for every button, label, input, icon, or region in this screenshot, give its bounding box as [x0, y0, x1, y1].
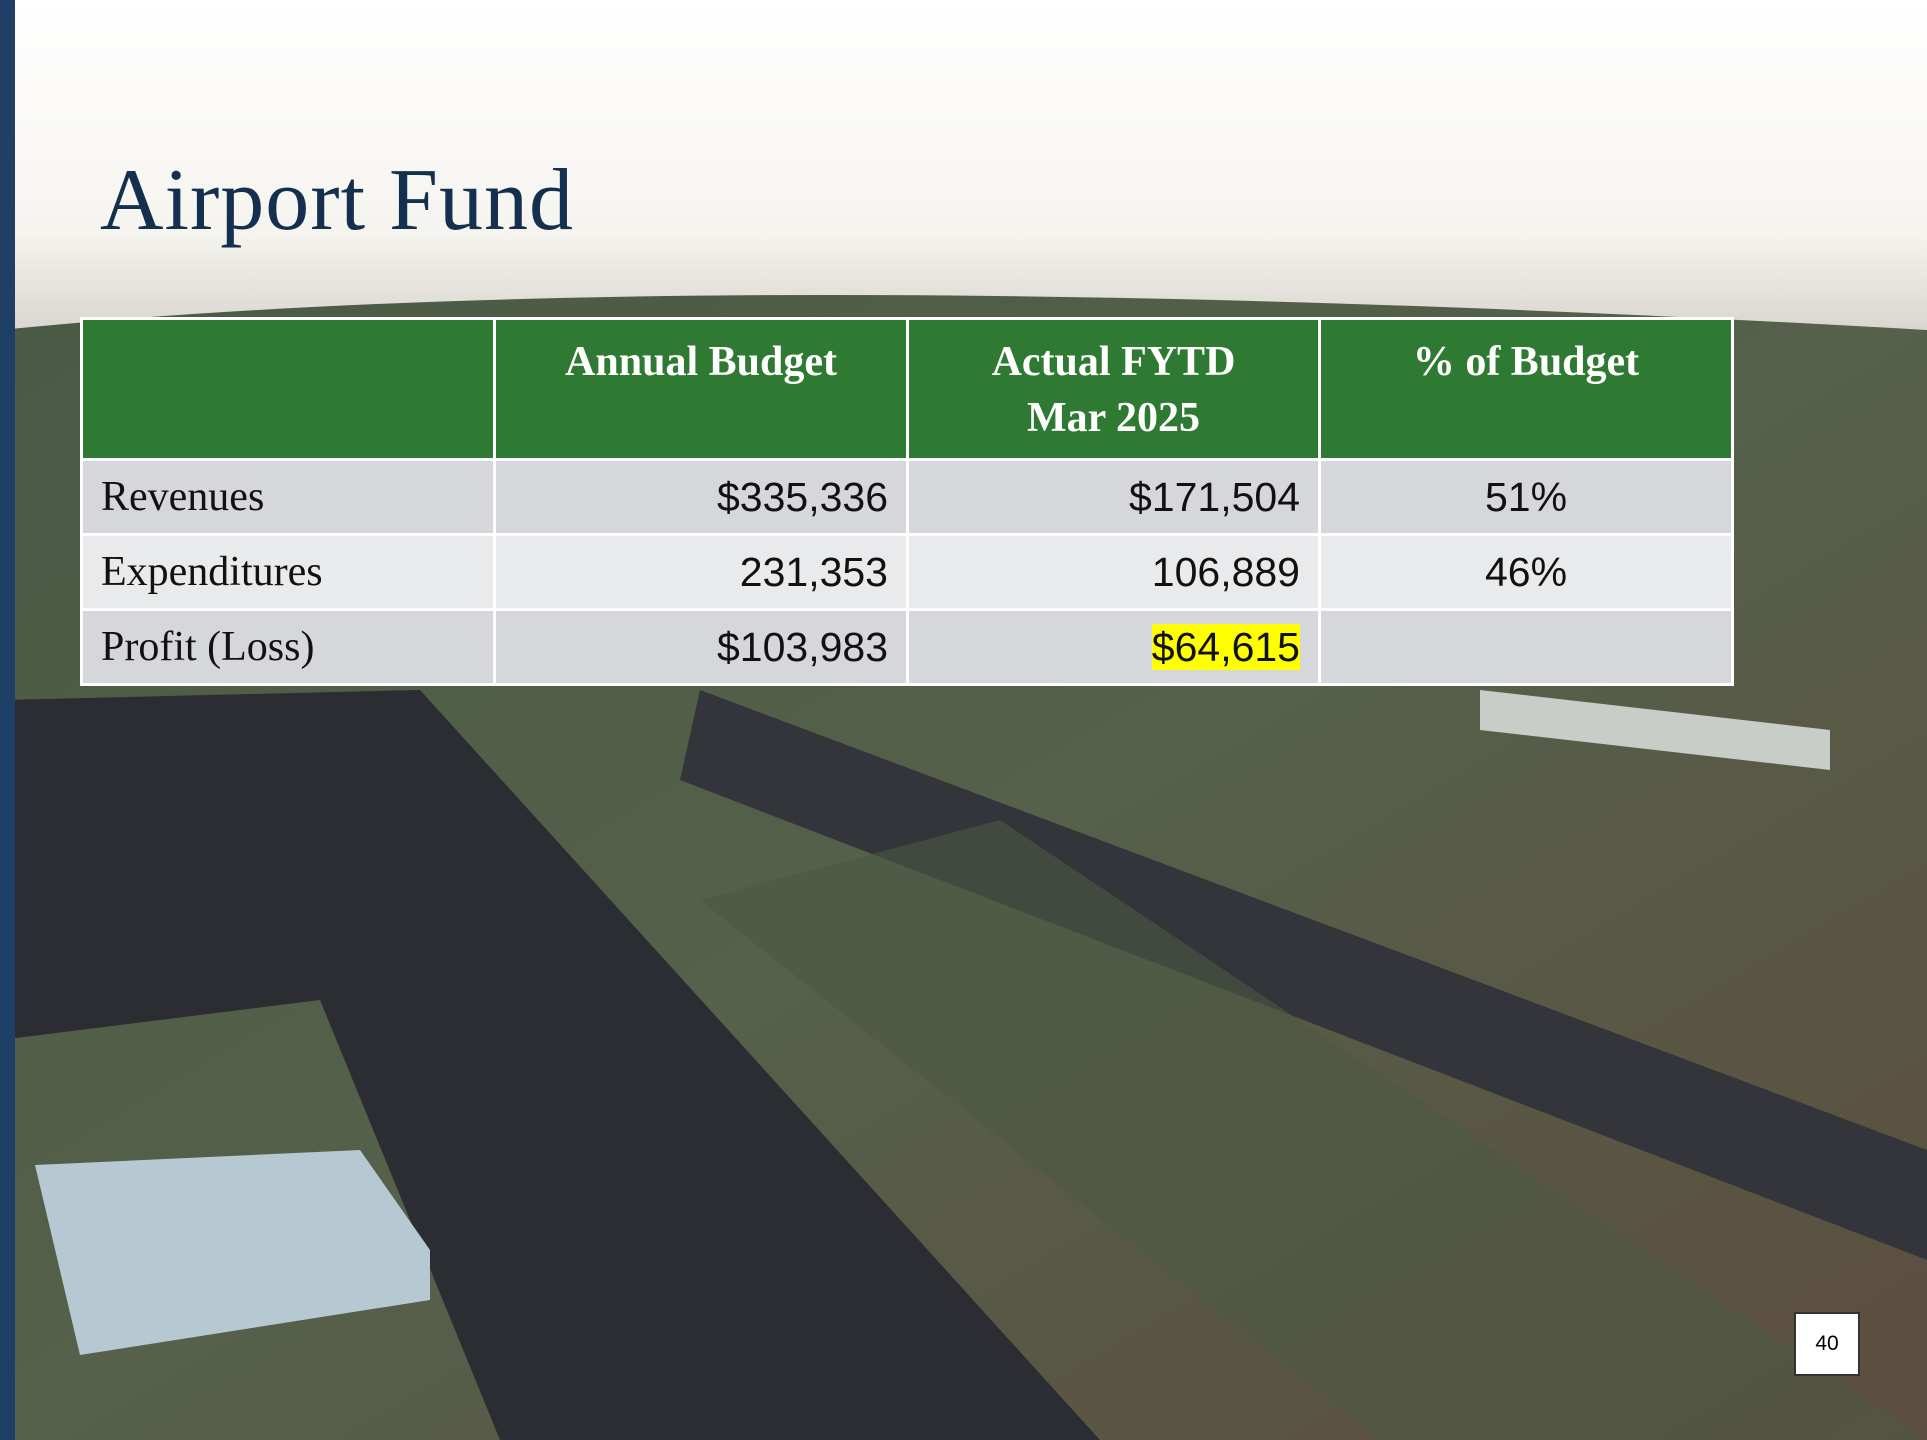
row-label: Profit (Loss): [101, 624, 315, 670]
table-cell: $335,336: [495, 460, 908, 535]
cell-value: $64,615: [1152, 624, 1300, 670]
slide-title: Airport Fund: [100, 150, 574, 251]
header-line: Annual Budget: [514, 334, 888, 390]
row-label: Revenues: [101, 474, 264, 520]
cell-value: 51%: [1485, 474, 1567, 520]
cell-value: $103,983: [717, 624, 888, 670]
table-cell: 231,353: [495, 535, 908, 610]
row-label: Expenditures: [101, 549, 323, 595]
header-cell: % of Budget: [1320, 319, 1733, 460]
table-cell: $171,504: [908, 460, 1320, 535]
table-row: Expenditures 231,353 106,889 46%: [82, 535, 1733, 610]
header-cell: Annual Budget: [495, 319, 908, 460]
table-row: Revenues $335,336 $171,504 51%: [82, 460, 1733, 535]
cell-value: $335,336: [717, 474, 888, 520]
table-row: Profit (Loss) $103,983 $64,615: [82, 610, 1733, 685]
table-cell: Profit (Loss): [82, 610, 495, 685]
table-cell: [1320, 610, 1733, 685]
cell-value: 106,889: [1152, 549, 1300, 595]
table-cell: Revenues: [82, 460, 495, 535]
cell-value: $171,504: [1129, 474, 1300, 520]
table-cell: 51%: [1320, 460, 1733, 535]
table-cell: 46%: [1320, 535, 1733, 610]
cell-value: 231,353: [740, 549, 888, 595]
header-line: % of Budget: [1339, 334, 1713, 390]
header-cell: [82, 319, 495, 460]
table-cell: $64,615: [908, 610, 1320, 685]
table-cell: $103,983: [495, 610, 908, 685]
cell-value: 46%: [1485, 549, 1567, 595]
header-line: Actual FYTD: [927, 334, 1300, 390]
table-cell: Expenditures: [82, 535, 495, 610]
table-cell: 106,889: [908, 535, 1320, 610]
header-line: Mar 2025: [927, 390, 1300, 446]
slide: Airport Fund Annual Budget Actual FYTDMar…: [0, 0, 1927, 1440]
page-number: 40: [1794, 1312, 1860, 1376]
